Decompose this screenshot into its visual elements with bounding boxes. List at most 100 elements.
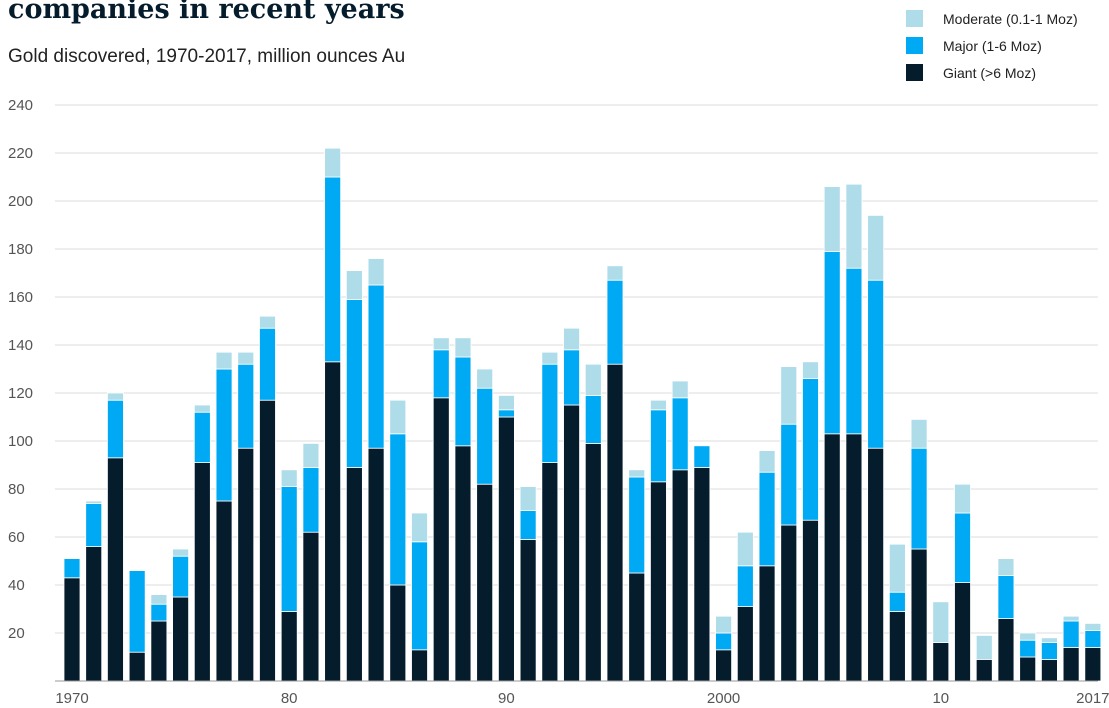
bar-segment	[519, 486, 537, 512]
bar-segment	[302, 531, 320, 682]
bar-segment	[1062, 647, 1080, 682]
bar-segment	[302, 466, 320, 533]
bar-segment	[259, 399, 276, 682]
chart-subtitle: Gold discovered, 1970-2017, million ounc…	[8, 46, 405, 67]
bar-segment	[888, 591, 906, 612]
bar-segment	[541, 351, 559, 365]
legend-label: Giant (>6 Moz)	[943, 65, 1036, 81]
bar-segment	[650, 399, 667, 411]
bar-segment	[497, 416, 515, 682]
bar-segment	[497, 394, 515, 411]
bar-segment	[63, 577, 81, 682]
bar-segment	[302, 442, 320, 468]
bar-segment	[1084, 623, 1102, 632]
y-tick-label: 20	[8, 625, 25, 642]
bar-segment	[910, 447, 928, 550]
bar-segment	[628, 476, 646, 574]
bar-segment	[693, 445, 711, 468]
bar-segment	[671, 397, 689, 471]
bar-segment	[150, 603, 168, 622]
x-tick-label: 10	[932, 690, 949, 707]
bar-segment	[280, 611, 298, 682]
bar-segment	[367, 447, 385, 682]
y-tick-label: 60	[8, 529, 25, 546]
bar-segment	[1041, 659, 1058, 682]
bar-segment	[85, 546, 103, 682]
bar-segment	[563, 404, 580, 682]
bar-segment	[845, 433, 863, 682]
bar-segment	[584, 394, 602, 444]
bar-segment	[193, 462, 211, 682]
bar-segment	[345, 270, 363, 300]
bar-segment	[411, 649, 428, 682]
bar-segment	[128, 651, 146, 682]
bar-segment	[845, 183, 863, 269]
bar-segment	[432, 349, 450, 399]
bar-segment	[975, 635, 993, 660]
bar-segment	[367, 284, 385, 449]
bar-segment	[1062, 615, 1080, 622]
x-tick-label: 80	[281, 690, 298, 707]
bar-segment	[193, 411, 211, 464]
bar-segment	[780, 524, 798, 682]
bar-segment	[715, 632, 732, 651]
bar-segment	[867, 279, 885, 449]
legend-label: Moderate (0.1-1 Moz)	[943, 11, 1078, 27]
bar-segment	[1041, 637, 1058, 643]
bar-segment	[997, 558, 1015, 576]
bar-segment	[802, 361, 819, 379]
bar-segment	[367, 258, 385, 286]
x-tick-label: 2017	[1076, 690, 1109, 707]
bar-segment	[823, 186, 841, 252]
bar-segment	[454, 337, 472, 358]
bars	[63, 147, 1102, 682]
bar-segment	[780, 423, 798, 526]
bar-segment	[150, 594, 168, 605]
x-tick-label: 2000	[707, 690, 740, 707]
bar-segment	[693, 466, 711, 682]
bar-segment	[802, 519, 819, 682]
bar-segment	[1062, 620, 1080, 648]
bar-segment	[888, 543, 906, 593]
bar-segment	[997, 618, 1015, 682]
bar-segment	[172, 596, 190, 682]
bar-segment	[411, 512, 428, 543]
bar-segment	[237, 447, 255, 682]
bar-segment	[910, 418, 928, 449]
bar-segment	[954, 512, 971, 583]
bar-segment	[541, 462, 559, 682]
y-tick-label: 140	[8, 337, 33, 354]
bar-segment	[584, 363, 602, 396]
bar-segment	[932, 601, 950, 643]
y-tick-label: 220	[8, 145, 33, 162]
bar-segment	[1019, 656, 1037, 682]
bar-segment	[715, 615, 732, 634]
bar-segment	[476, 387, 494, 485]
legend-swatch	[906, 37, 923, 54]
bar-segment	[563, 327, 580, 351]
bar-segment	[1084, 630, 1102, 648]
y-tick-label: 200	[8, 193, 33, 210]
bar-segment	[107, 399, 124, 459]
bar-segment	[259, 327, 276, 401]
bar-segment	[389, 433, 407, 586]
bar-segment	[172, 548, 190, 557]
bar-segment	[932, 642, 950, 682]
bar-segment	[497, 409, 515, 418]
bar-segment	[324, 147, 342, 178]
x-axis: 1970 80 90 2000 10 2017	[55, 690, 1109, 707]
bar-segment	[324, 176, 342, 363]
bar-segment	[628, 572, 646, 682]
bar-segment	[280, 469, 298, 487]
legend-label: Major (1-6 Moz)	[943, 38, 1042, 54]
legend-swatch	[906, 10, 923, 27]
bar-segment	[63, 558, 81, 579]
bar-segment	[584, 442, 602, 682]
bar-segment	[1019, 639, 1037, 658]
bar-segment	[758, 471, 776, 567]
bar-segment	[867, 214, 885, 281]
bar-segment	[997, 575, 1015, 620]
bar-segment	[954, 582, 971, 682]
bar-segment	[910, 548, 928, 682]
